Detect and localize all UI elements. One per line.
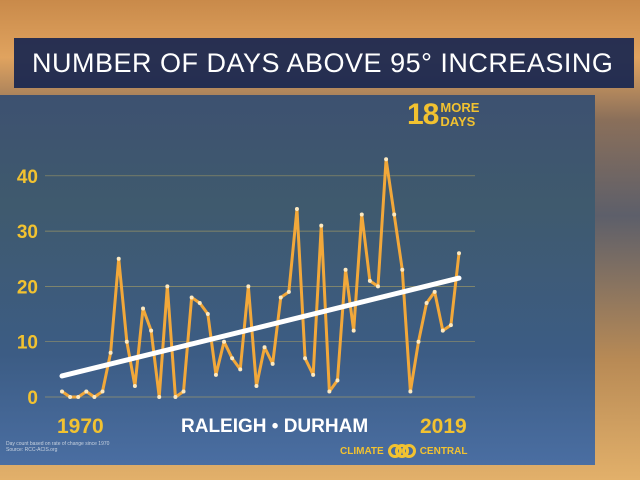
- data-point: [254, 383, 259, 388]
- data-point: [359, 212, 364, 217]
- data-point: [181, 389, 186, 394]
- data-point: [84, 389, 89, 394]
- data-point: [424, 300, 429, 305]
- data-point: [278, 295, 283, 300]
- trend-line: [59, 275, 462, 379]
- data-point: [92, 395, 97, 399]
- logo-right: CENTRAL: [419, 445, 468, 457]
- data-point: [392, 212, 397, 217]
- data-point: [303, 356, 308, 361]
- data-point: [432, 289, 437, 294]
- data-point: [132, 383, 137, 388]
- data-point: [165, 284, 170, 289]
- data-point: [205, 312, 210, 317]
- data-point: [416, 339, 421, 344]
- climate-central-logo: CLIMATE CENTRAL: [340, 444, 467, 458]
- data-point: [335, 378, 340, 383]
- data-point: [108, 350, 113, 355]
- y-tick-label: 20: [17, 277, 38, 298]
- x-start-label: 1970: [57, 415, 104, 438]
- data-point: [124, 339, 129, 344]
- data-point: [141, 306, 146, 311]
- data-point: [440, 328, 445, 333]
- y-tick-label: 0: [27, 388, 38, 409]
- data-point: [116, 256, 121, 261]
- data-line: [61, 157, 461, 399]
- data-point: [60, 389, 64, 394]
- data-point: [408, 389, 413, 394]
- data-point: [149, 328, 154, 333]
- data-point: [327, 389, 332, 394]
- data-point: [197, 300, 202, 305]
- logo-left: CLIMATE: [340, 445, 384, 457]
- logo-rings-icon: [387, 444, 416, 458]
- y-tick-label: 30: [17, 222, 38, 243]
- data-point: [311, 372, 316, 377]
- data-point: [173, 395, 178, 399]
- data-point: [286, 289, 291, 294]
- badge-number: 18: [407, 98, 439, 131]
- data-point: [351, 328, 356, 333]
- data-point: [400, 267, 405, 272]
- city-label: RALEIGH • DURHAM: [181, 416, 369, 437]
- data-point: [343, 267, 348, 272]
- note-line2: Source: RCC-ACIS.org: [6, 447, 58, 453]
- data-point: [270, 361, 275, 366]
- badge-line2: DAYS: [440, 114, 476, 129]
- data-point: [238, 367, 243, 372]
- data-point: [319, 223, 324, 228]
- data-point: [457, 251, 461, 256]
- data-point: [262, 345, 267, 350]
- data-point: [213, 372, 218, 377]
- data-point: [189, 295, 194, 300]
- data-point: [294, 206, 299, 211]
- badge-line1: MORE: [440, 100, 480, 115]
- x-end-label: 2019: [420, 415, 467, 438]
- source-note: Day count based on rate of change since …: [6, 441, 109, 453]
- data-point: [384, 157, 389, 162]
- y-tick-label: 10: [17, 333, 38, 354]
- data-point: [68, 395, 73, 399]
- chart-panel: [0, 95, 595, 465]
- note-line1: Day count based on rate of change since …: [6, 441, 110, 447]
- chart-title: NUMBER OF DAYS ABOVE 95° INCREASING: [14, 38, 634, 88]
- data-point: [100, 389, 105, 394]
- data-point: [157, 395, 162, 399]
- data-point: [222, 339, 227, 344]
- data-point: [76, 395, 81, 399]
- y-tick-label: 40: [17, 167, 38, 188]
- data-point: [367, 278, 372, 283]
- data-point: [448, 323, 453, 328]
- data-point: [375, 284, 380, 289]
- data-point: [246, 284, 251, 289]
- more-days-badge: 18 MORE DAYS: [407, 98, 479, 132]
- data-point: [230, 356, 235, 361]
